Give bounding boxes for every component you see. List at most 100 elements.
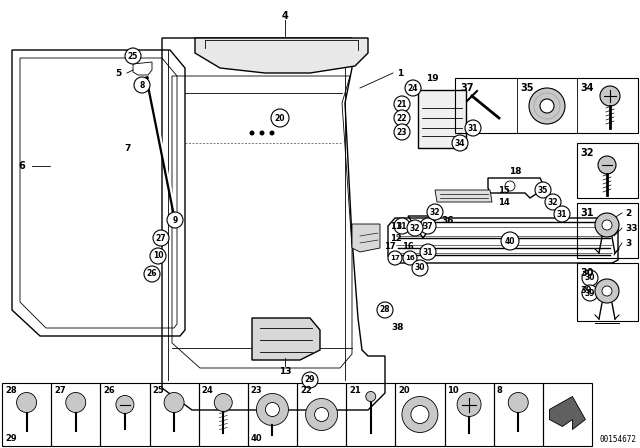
Circle shape	[457, 392, 481, 417]
Circle shape	[598, 156, 616, 174]
Bar	[2, 383, 51, 446]
Bar	[100, 383, 150, 446]
Circle shape	[153, 230, 169, 246]
Text: 16: 16	[405, 255, 415, 261]
Text: 16: 16	[402, 241, 414, 250]
Text: 5: 5	[115, 69, 121, 78]
Bar	[150, 383, 198, 446]
Circle shape	[402, 396, 438, 432]
Text: 38: 38	[392, 323, 404, 332]
Polygon shape	[435, 190, 492, 202]
Bar	[248, 383, 297, 446]
Circle shape	[365, 392, 376, 401]
Text: 8: 8	[497, 386, 502, 395]
Text: 1: 1	[397, 69, 403, 78]
Text: 29: 29	[5, 434, 17, 443]
Circle shape	[501, 232, 519, 250]
Text: 21: 21	[349, 386, 361, 395]
Text: 30: 30	[580, 268, 593, 278]
Circle shape	[250, 130, 255, 135]
Circle shape	[411, 405, 429, 423]
Polygon shape	[352, 224, 380, 252]
Circle shape	[405, 80, 421, 96]
Text: 31: 31	[397, 221, 407, 231]
Circle shape	[17, 392, 36, 413]
Text: 35: 35	[520, 83, 534, 93]
Circle shape	[259, 130, 264, 135]
Circle shape	[407, 220, 423, 236]
Text: 29: 29	[305, 375, 316, 384]
Text: 40: 40	[251, 434, 262, 443]
Bar	[346, 383, 396, 446]
Text: 3: 3	[625, 238, 631, 247]
Text: 13: 13	[279, 367, 291, 376]
Circle shape	[600, 86, 620, 106]
Text: 20: 20	[275, 113, 285, 122]
Circle shape	[134, 77, 150, 93]
Text: 14: 14	[498, 198, 509, 207]
Circle shape	[394, 218, 410, 234]
Circle shape	[545, 194, 561, 210]
Bar	[445, 383, 493, 446]
Text: 33: 33	[625, 224, 637, 233]
Circle shape	[164, 392, 184, 413]
Text: 4: 4	[282, 11, 289, 21]
Bar	[198, 383, 248, 446]
Polygon shape	[252, 318, 320, 360]
Text: 28: 28	[380, 306, 390, 314]
Text: 27: 27	[156, 233, 166, 242]
Text: 22: 22	[300, 386, 312, 395]
Text: 23: 23	[251, 386, 262, 395]
Text: 11: 11	[390, 221, 402, 231]
Text: 39: 39	[585, 289, 595, 297]
Circle shape	[582, 270, 598, 286]
Circle shape	[582, 285, 598, 301]
Text: 24: 24	[408, 83, 419, 92]
Circle shape	[427, 204, 443, 220]
Bar	[543, 383, 592, 446]
Text: 26: 26	[103, 386, 115, 395]
Text: 35: 35	[538, 185, 548, 194]
Text: 18: 18	[509, 167, 521, 176]
Circle shape	[529, 88, 565, 124]
Text: 34: 34	[580, 83, 593, 93]
Bar	[493, 383, 543, 446]
Text: 34: 34	[455, 138, 465, 147]
Circle shape	[602, 220, 612, 230]
Text: 21: 21	[397, 99, 407, 108]
Circle shape	[315, 408, 328, 422]
Circle shape	[505, 181, 515, 191]
Text: 32: 32	[410, 224, 420, 233]
Text: 39: 39	[580, 286, 591, 295]
Circle shape	[554, 206, 570, 222]
Circle shape	[420, 244, 436, 260]
Text: 00154672: 00154672	[599, 435, 636, 444]
Circle shape	[394, 124, 410, 140]
Bar	[51, 383, 100, 446]
Circle shape	[144, 266, 160, 282]
Text: 37: 37	[460, 83, 474, 93]
Circle shape	[125, 48, 141, 64]
Circle shape	[271, 109, 289, 127]
Circle shape	[305, 399, 337, 431]
Circle shape	[412, 260, 428, 276]
Circle shape	[116, 396, 134, 414]
Text: 26: 26	[147, 270, 157, 279]
Circle shape	[302, 372, 318, 388]
Circle shape	[150, 248, 166, 264]
Text: 6: 6	[19, 161, 26, 171]
Text: 32: 32	[580, 148, 593, 158]
Bar	[577, 203, 638, 258]
Circle shape	[465, 120, 481, 136]
Text: 9: 9	[172, 215, 178, 224]
Circle shape	[602, 286, 612, 296]
Text: 19: 19	[426, 73, 438, 82]
Text: 27: 27	[54, 386, 66, 395]
Circle shape	[595, 279, 619, 303]
Bar	[297, 383, 346, 446]
Text: 10: 10	[447, 386, 459, 395]
Circle shape	[269, 130, 275, 135]
Circle shape	[167, 212, 183, 228]
Circle shape	[508, 392, 528, 413]
Circle shape	[214, 393, 232, 412]
